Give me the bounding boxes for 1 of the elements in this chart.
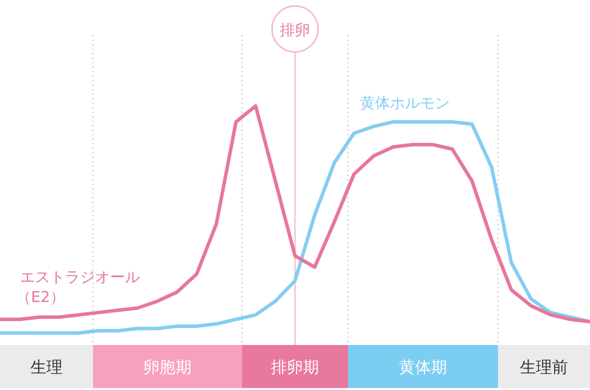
- text: 排卵期: [271, 358, 319, 376]
